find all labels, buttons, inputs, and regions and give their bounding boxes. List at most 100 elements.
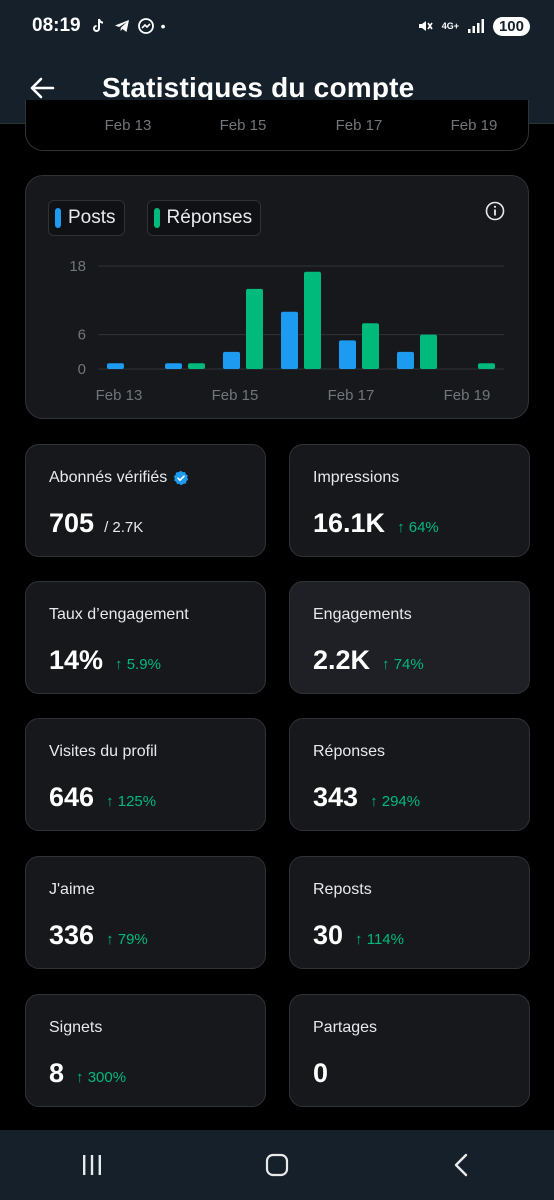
stat-card-verified-followers[interactable]: Abonnés vérifiés 705 / 2.7K bbox=[25, 444, 266, 557]
status-bar: 08:19 • 4G+ 100 bbox=[0, 0, 554, 52]
bar-replies[interactable] bbox=[420, 334, 437, 369]
stat-label: Taux d’engagement bbox=[49, 606, 189, 623]
messenger-icon bbox=[137, 18, 154, 34]
status-time: 08:19 bbox=[32, 15, 81, 36]
telegram-icon bbox=[114, 20, 129, 32]
bar-posts[interactable] bbox=[281, 311, 298, 369]
stat-card-profile-visits[interactable]: Visites du profil 646 ↑ 125% bbox=[25, 718, 266, 831]
previous-chart-card: Feb 13 Feb 15 Feb 17 Feb 19 bbox=[25, 100, 529, 151]
bar-replies[interactable] bbox=[362, 323, 379, 369]
stat-value: 705 bbox=[49, 508, 95, 538]
battery-level: 100 bbox=[492, 16, 530, 36]
stat-label: J'aime bbox=[49, 881, 95, 898]
stat-row: 343 ↑ 294% bbox=[313, 782, 420, 813]
stat-label: Partages bbox=[313, 1019, 378, 1036]
stat-card-likes[interactable]: J'aime 336 ↑ 79% bbox=[25, 856, 266, 969]
stat-value: 646 bbox=[49, 782, 95, 812]
stat-value: 16.1K bbox=[313, 508, 386, 538]
stat-row: 705 / 2.7K bbox=[49, 508, 143, 539]
signal-icon bbox=[467, 19, 484, 33]
stat-change: ↑ 114% bbox=[355, 931, 404, 948]
y-tick-label: 18 bbox=[69, 258, 86, 275]
stat-label: Abonnés vérifiés bbox=[49, 469, 189, 487]
stat-label: Reposts bbox=[313, 881, 372, 898]
bar-replies[interactable] bbox=[478, 363, 495, 369]
stat-row: 646 ↑ 125% bbox=[49, 782, 156, 813]
stat-change: ↑ 125% bbox=[106, 793, 157, 810]
tiktok-icon bbox=[92, 18, 103, 32]
stat-card-bookmarks[interactable]: Signets 8 ↑ 300% bbox=[25, 994, 266, 1107]
chart-legend: Posts Réponses bbox=[48, 200, 262, 236]
recents-icon bbox=[83, 1155, 102, 1175]
stat-card-replies[interactable]: Réponses 343 ↑ 294% bbox=[289, 718, 530, 831]
system-back-button[interactable] bbox=[432, 1135, 492, 1195]
bar-posts[interactable] bbox=[397, 351, 414, 369]
stat-value: 2.2K bbox=[313, 645, 371, 675]
stat-label: Visites du profil bbox=[49, 743, 158, 760]
bar-replies[interactable] bbox=[188, 363, 205, 369]
recents-button[interactable] bbox=[62, 1135, 122, 1195]
stat-change: ↑ 64% bbox=[397, 519, 439, 536]
bar-posts[interactable] bbox=[107, 363, 124, 369]
stat-sub: / 2.7K bbox=[104, 519, 144, 536]
bar-chart: 18 6 0 Feb 13 Feb 15 Feb 17 Feb 19 bbox=[69, 258, 504, 404]
home-button[interactable] bbox=[247, 1135, 307, 1195]
stat-value: 336 bbox=[49, 920, 95, 950]
stat-row: 0 bbox=[313, 1058, 328, 1089]
system-nav-bar bbox=[0, 1130, 554, 1200]
bar-posts[interactable] bbox=[223, 351, 240, 369]
legend-swatch-replies bbox=[153, 208, 160, 228]
stat-value: 14% bbox=[49, 645, 104, 675]
stat-row: 14% ↑ 5.9% bbox=[49, 645, 161, 676]
chevron-back-icon bbox=[454, 1153, 467, 1177]
page-title: Statistiques du compte bbox=[102, 71, 415, 103]
stat-card-engagements[interactable]: Engagements 2.2K ↑ 74% bbox=[289, 581, 530, 694]
legend-posts[interactable]: Posts bbox=[48, 200, 125, 236]
x-tick-label: Feb 17 bbox=[328, 387, 375, 404]
stat-label: Engagements bbox=[313, 606, 412, 623]
stat-card-reposts[interactable]: Reposts 30 ↑ 114% bbox=[289, 856, 530, 969]
dot-icon: • bbox=[160, 18, 166, 34]
legend-replies[interactable]: Réponses bbox=[146, 200, 262, 236]
status-notification-icons: • bbox=[89, 17, 166, 35]
back-button[interactable] bbox=[22, 68, 62, 108]
stat-label: Impressions bbox=[313, 469, 400, 486]
bar-posts[interactable] bbox=[165, 363, 182, 369]
info-icon[interactable] bbox=[484, 200, 506, 222]
stat-value: 8 bbox=[49, 1058, 65, 1088]
stat-card-impressions[interactable]: Impressions 16.1K ↑ 64% bbox=[289, 444, 530, 557]
x-tick-label: Feb 19 bbox=[444, 387, 491, 404]
legend-swatch-posts bbox=[55, 208, 61, 228]
bar-replies[interactable] bbox=[304, 271, 321, 369]
bar-replies[interactable] bbox=[246, 288, 263, 369]
tick-label: Feb 15 bbox=[219, 117, 267, 134]
stat-value: 343 bbox=[313, 782, 359, 812]
tick-label: Feb 19 bbox=[450, 117, 498, 134]
x-tick-label: Feb 13 bbox=[96, 387, 143, 404]
stat-row: 2.2K ↑ 74% bbox=[313, 645, 424, 676]
stat-change: ↑ 79% bbox=[106, 931, 148, 948]
stat-change: ↑ 74% bbox=[382, 656, 424, 673]
y-tick-label: 0 bbox=[78, 361, 86, 378]
stat-label-text: Abonnés vérifiés bbox=[49, 469, 168, 486]
verified-badge-icon bbox=[174, 470, 189, 486]
x-tick-label: Feb 15 bbox=[212, 387, 259, 404]
stat-card-shares[interactable]: Partages 0 bbox=[289, 994, 530, 1107]
stat-label: Signets bbox=[49, 1019, 103, 1036]
y-tick-label: 6 bbox=[78, 327, 86, 344]
stat-row: 30 ↑ 114% bbox=[313, 920, 404, 951]
legend-label-replies: Réponses bbox=[166, 207, 253, 228]
legend-label-posts: Posts bbox=[68, 207, 116, 228]
status-system-icons: 4G+ 100 bbox=[416, 16, 530, 36]
mute-icon bbox=[418, 21, 433, 31]
stat-card-engagement-rate[interactable]: Taux d’engagement 14% ↑ 5.9% bbox=[25, 581, 266, 694]
stat-value: 30 bbox=[313, 920, 344, 950]
stat-change: ↑ 300% bbox=[76, 1069, 127, 1086]
bar-posts[interactable] bbox=[339, 340, 356, 369]
stat-change: ↑ 294% bbox=[370, 793, 421, 810]
stat-label: Réponses bbox=[313, 743, 386, 760]
arrow-left-icon bbox=[30, 77, 55, 98]
stat-row: 8 ↑ 300% bbox=[49, 1058, 126, 1089]
activity-chart-card: 18 6 0 Feb 13 Feb 15 Feb 17 Feb 19 Posts Répon… bbox=[25, 175, 529, 419]
stat-change: ↑ 5.9% bbox=[115, 656, 161, 673]
